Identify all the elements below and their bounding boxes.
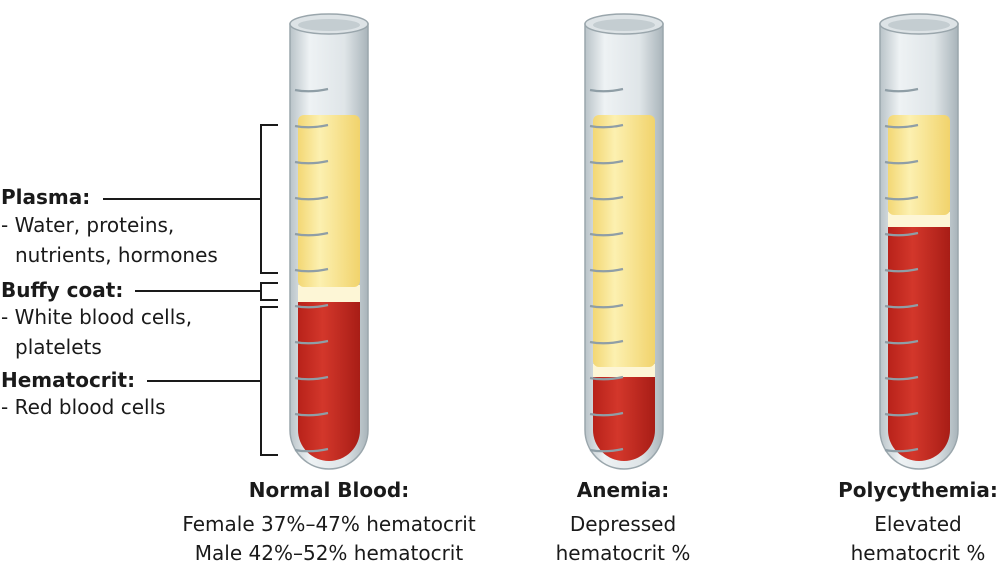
graduation-mark	[294, 375, 329, 381]
graduation-mark	[884, 447, 919, 453]
graduation-mark	[589, 159, 624, 165]
graduation-mark	[884, 159, 919, 165]
buffy-bracket	[260, 282, 278, 301]
tube-title: Normal Blood:	[249, 478, 409, 502]
graduation-mark	[589, 375, 624, 381]
tube-caption: Depressed	[570, 512, 676, 536]
graduation-mark	[294, 267, 329, 273]
label-title: Plasma:	[1, 185, 90, 209]
tube-caption: hematocrit %	[851, 541, 986, 565]
graduation-mark	[294, 231, 329, 237]
graduation-mark	[294, 447, 329, 453]
graduation-mark	[294, 195, 329, 201]
graduation-mark	[589, 267, 624, 273]
graduation-mark	[884, 303, 919, 309]
graduation-mark	[589, 339, 624, 345]
graduation-mark	[589, 123, 624, 129]
graduation-mark	[589, 411, 624, 417]
graduation-mark	[884, 195, 919, 201]
graduation-mark	[884, 375, 919, 381]
tube-caption: Female 37%–47% hematocrit	[182, 512, 476, 536]
tube-caption: Elevated	[874, 512, 961, 536]
graduation-mark	[884, 231, 919, 237]
tube-caption: hematocrit %	[556, 541, 691, 565]
tube-title: Polycythemia:	[838, 478, 998, 502]
tube-normal	[289, 13, 369, 470]
graduation-mark	[589, 231, 624, 237]
tube-caption: Male 42%–52% hematocrit	[195, 541, 464, 565]
label-line: - Water, proteins,	[1, 213, 174, 237]
graduation-mark	[294, 159, 329, 165]
label-line: - White blood cells,	[1, 305, 192, 329]
graduation-mark	[589, 447, 624, 453]
tube-anemia	[584, 13, 664, 470]
label-title: Buffy coat:	[1, 278, 123, 302]
graduation-mark	[884, 411, 919, 417]
graduation-mark	[884, 267, 919, 273]
graduation-mark	[294, 339, 329, 345]
graduation-mark	[294, 123, 329, 129]
label-line: platelets	[15, 335, 102, 359]
graduation-mark	[589, 87, 624, 93]
graduation-mark	[589, 303, 624, 309]
graduation-mark	[294, 303, 329, 309]
tube-polycythemia	[879, 13, 959, 470]
graduation-mark	[294, 411, 329, 417]
tube-title: Anemia:	[577, 478, 669, 502]
graduation-mark	[884, 339, 919, 345]
graduation-mark	[589, 195, 624, 201]
graduation-mark	[294, 87, 329, 93]
graduation-mark	[884, 123, 919, 129]
plasma-bracket	[260, 124, 278, 274]
label-line: - Red blood cells	[1, 395, 166, 419]
graduation-mark	[884, 87, 919, 93]
label-title: Hematocrit:	[1, 368, 135, 392]
label-line: nutrients, hormones	[15, 243, 218, 267]
hematocrit-bracket	[260, 306, 278, 456]
